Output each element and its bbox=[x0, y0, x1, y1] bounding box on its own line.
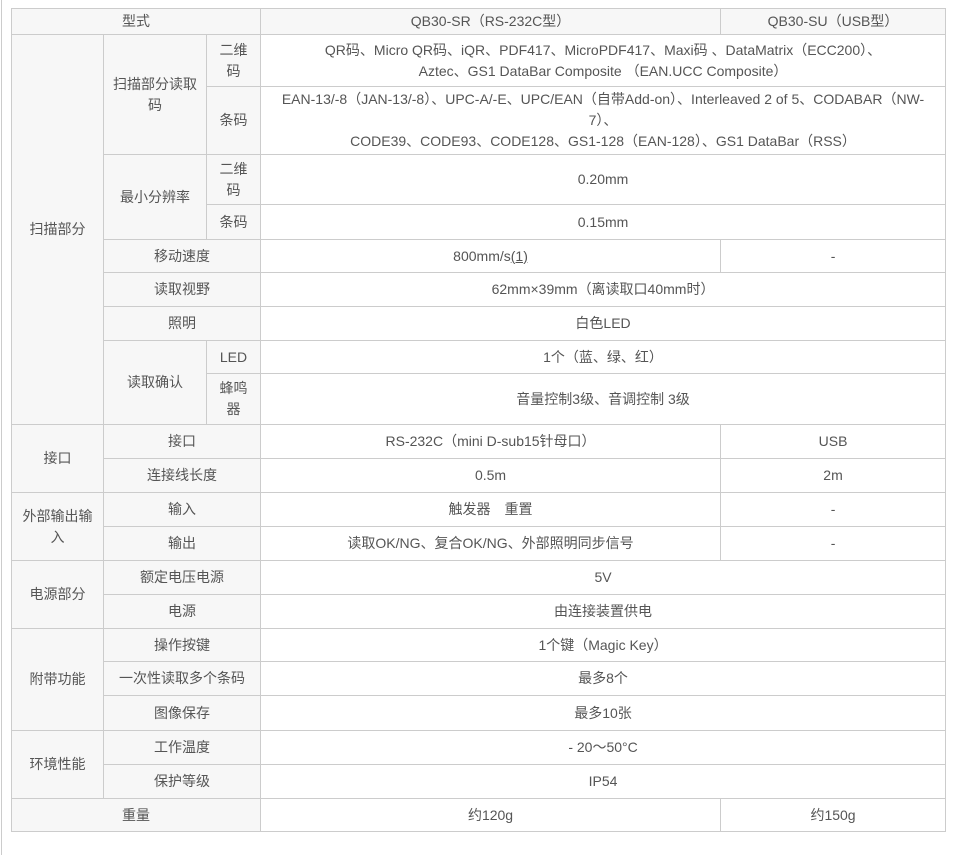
weight-value-sr: 约120g bbox=[260, 798, 722, 832]
group-external-io-label: 外部输出输 入 bbox=[11, 492, 104, 561]
ext-output-value-su: - bbox=[720, 526, 947, 561]
row-illumination: 照明 白色LED bbox=[12, 306, 947, 341]
temperature-label: 工作温度 bbox=[102, 730, 262, 765]
multi-read-value: 最多8个 bbox=[260, 661, 947, 696]
min-resolution-2d-label: 二维 码 bbox=[205, 154, 262, 205]
row-ext-output: 输出 读取OK/NG、复合OK/NG、外部照明同步信号 - bbox=[12, 526, 947, 561]
illumination-label: 照明 bbox=[102, 306, 262, 341]
row-operation-key: 附带功能 操作按键 1个键（Magic Key） bbox=[11, 628, 947, 731]
protection-label: 保护等级 bbox=[102, 764, 262, 799]
cable-length-label: 连接线长度 bbox=[102, 458, 262, 493]
ext-input-value-su: - bbox=[720, 492, 947, 527]
row-read-confirm-led: 读取确认 LED 1个（蓝、绿、红） bbox=[12, 340, 947, 425]
ext-input-label: 输入 bbox=[102, 492, 262, 527]
multi-read-label: 一次性读取多个条码 bbox=[102, 661, 262, 696]
read-code-label: 扫描部分读取 码 bbox=[103, 34, 207, 155]
read-code-2d-value: QR码、Micro QR码、iQR、PDF417、MicroPDF417、Max… bbox=[260, 34, 947, 87]
row-weight: 重量 约120g 约150g bbox=[10, 798, 947, 832]
rated-voltage-label: 额定电压电源 bbox=[102, 560, 262, 595]
ext-input-value-sr: 触发器 重置 bbox=[260, 492, 722, 527]
row-ext-input: 外部输出输 入 输入 触发器 重置 - bbox=[11, 492, 947, 561]
read-confirm-label: 读取确认 bbox=[103, 340, 207, 425]
power-supply-label: 电源 bbox=[102, 594, 262, 629]
rated-voltage-value: 5V bbox=[260, 560, 947, 595]
footnote-1-link[interactable]: (1) bbox=[510, 247, 528, 264]
page-left-border bbox=[1, 0, 2, 855]
row-min-resolution-1d: 条码 0.15mm bbox=[12, 204, 947, 240]
min-resolution-1d-value: 0.15mm bbox=[260, 204, 947, 240]
group-features-label: 附带功能 bbox=[11, 628, 104, 731]
cable-length-value-su: 2m bbox=[720, 458, 947, 493]
move-speed-label: 移动速度 bbox=[102, 239, 262, 273]
operation-key-label: 操作按键 bbox=[102, 628, 262, 662]
row-read-code-1d: 条码 EAN-13/-8（JAN-13/-8）、UPC-A/-E、UPC/EAN… bbox=[12, 86, 947, 155]
move-speed-value-text: 800mm/s bbox=[453, 247, 511, 264]
ext-output-label: 输出 bbox=[102, 526, 262, 561]
image-save-label: 图像保存 bbox=[102, 695, 262, 731]
read-confirm-buzzer-value: 音量控制3级、音调控制 3级 bbox=[260, 373, 947, 425]
move-speed-value-su: - bbox=[720, 239, 947, 273]
spec-table: 型式 QB30-SR（RS-232C型） QB30-SU（USB型） 扫描部分 … bbox=[10, 8, 947, 832]
interface-port-value-sr: RS-232C（mini D-sub15针母口） bbox=[260, 424, 722, 459]
row-view-field: 读取视野 62mm×39mm（离读取口40mm时） bbox=[12, 272, 947, 307]
read-confirm-led-label: LED bbox=[205, 340, 262, 374]
row-min-resolution-2d: 最小分辨率 二维 码 0.20mm bbox=[12, 154, 947, 240]
ext-output-value-sr: 读取OK/NG、复合OK/NG、外部照明同步信号 bbox=[260, 526, 722, 561]
row-move-speed: 移动速度 800mm/s(1) - bbox=[12, 239, 947, 273]
interface-port-value-su: USB bbox=[720, 424, 947, 459]
interface-port-label: 接口 bbox=[102, 424, 262, 459]
row-multi-read: 一次性读取多个条码 最多8个 bbox=[12, 661, 947, 696]
row-interface-port: 接口 接口 RS-232C（mini D-sub15针母口） USB bbox=[11, 424, 947, 493]
min-resolution-2d-value: 0.20mm bbox=[260, 154, 947, 205]
protection-value: IP54 bbox=[260, 764, 947, 799]
row-read-code-2d: 扫描部分 扫描部分读取 码 二维 码 QR码、Micro QR码、iQR、PDF… bbox=[11, 34, 947, 425]
row-image-save: 图像保存 最多10张 bbox=[12, 695, 947, 731]
row-temperature: 环境性能 工作温度 - 20～50°C bbox=[11, 730, 947, 799]
read-code-2d-label: 二维 码 bbox=[205, 34, 262, 87]
row-rated-voltage: 电源部分 额定电压电源 5V bbox=[11, 560, 947, 629]
group-interface-label: 接口 bbox=[11, 424, 104, 493]
weight-label: 重量 bbox=[10, 798, 262, 832]
move-speed-value-sr: 800mm/s(1) bbox=[260, 239, 722, 273]
row-power-supply: 电源 由连接装置供电 bbox=[12, 594, 947, 629]
row-protection: 保护等级 IP54 bbox=[12, 764, 947, 799]
temperature-value: - 20～50°C bbox=[260, 730, 947, 765]
row-read-confirm-buzzer: 蜂鸣 器 音量控制3级、音调控制 3级 bbox=[12, 373, 947, 425]
read-confirm-buzzer-label: 蜂鸣 器 bbox=[205, 373, 262, 425]
row-cable-length: 连接线长度 0.5m 2m bbox=[12, 458, 947, 493]
header-model-sr: QB30-SR（RS-232C型） bbox=[260, 8, 722, 35]
read-code-1d-label: 条码 bbox=[205, 86, 262, 155]
header-row: 型式 QB30-SR（RS-232C型） QB30-SU（USB型） bbox=[10, 8, 947, 35]
min-resolution-label: 最小分辨率 bbox=[103, 154, 207, 240]
image-save-value: 最多10张 bbox=[260, 695, 947, 731]
read-confirm-led-value: 1个（蓝、绿、红） bbox=[260, 340, 947, 374]
weight-value-su: 约150g bbox=[720, 798, 947, 832]
cable-length-value-sr: 0.5m bbox=[260, 458, 722, 493]
group-scan-label: 扫描部分 bbox=[11, 34, 104, 425]
read-code-1d-value: EAN-13/-8（JAN-13/-8）、UPC-A/-E、UPC/EAN（自带… bbox=[260, 86, 947, 155]
illumination-value: 白色LED bbox=[260, 306, 947, 341]
group-environment-label: 环境性能 bbox=[11, 730, 104, 799]
power-supply-value: 由连接装置供电 bbox=[260, 594, 947, 629]
operation-key-value: 1个键（Magic Key） bbox=[260, 628, 947, 662]
header-type-label: 型式 bbox=[10, 8, 262, 35]
group-power-label: 电源部分 bbox=[11, 560, 104, 629]
view-field-value: 62mm×39mm（离读取口40mm时） bbox=[260, 272, 947, 307]
view-field-label: 读取视野 bbox=[102, 272, 262, 307]
header-model-su: QB30-SU（USB型） bbox=[720, 8, 947, 35]
min-resolution-1d-label: 条码 bbox=[205, 204, 262, 240]
